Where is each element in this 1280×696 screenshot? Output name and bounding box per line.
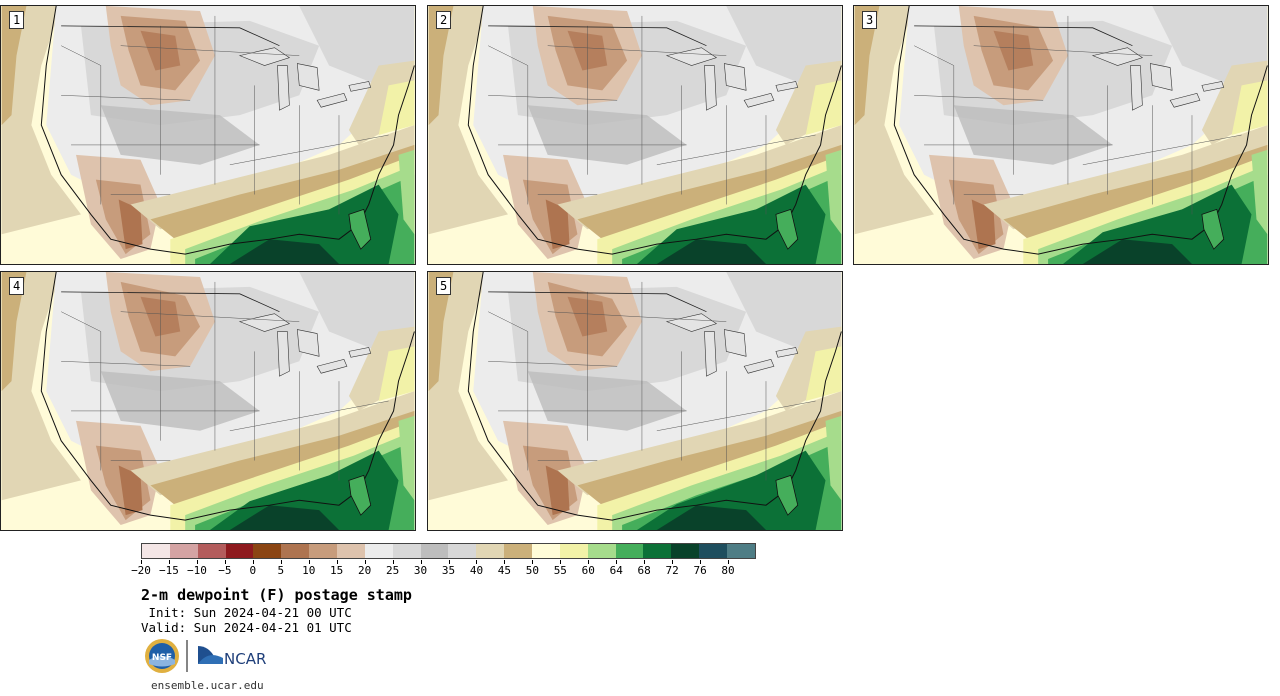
colorbar-tick-label: 80 <box>721 564 735 577</box>
stamp-panel-2: 2 <box>427 5 843 265</box>
colorbar-tick-label: 40 <box>469 564 484 577</box>
colorbar-swatch <box>420 544 449 558</box>
panel-number: 3 <box>862 11 878 29</box>
site-url: ensemble.ucar.edu <box>151 679 264 692</box>
colorbar-tick-label: 60 <box>581 564 595 577</box>
panel-number: 5 <box>436 277 452 295</box>
init-time: Init: Sun 2024-04-21 00 UTC <box>141 605 352 620</box>
colorbar-tick <box>336 560 338 564</box>
colorbar-tick <box>504 560 506 564</box>
colorbar-tick-label: −20 <box>131 564 151 577</box>
colorbar <box>141 543 756 559</box>
stamp-panel-4: 4 <box>0 271 416 531</box>
colorbar-tick-label: 50 <box>525 564 539 577</box>
colorbar-tick-label: 15 <box>330 564 344 577</box>
colorbar-swatch <box>448 544 477 558</box>
colorbar-swatch <box>364 544 393 558</box>
colorbar-tick <box>616 560 618 564</box>
stamp-panel-3: 3 <box>853 5 1269 265</box>
colorbar-tick-label: 25 <box>385 564 400 577</box>
colorbar-swatch <box>699 544 728 558</box>
colorbar-tick <box>224 560 226 564</box>
colorbar-swatch <box>281 544 310 558</box>
colorbar-swatch <box>504 544 533 558</box>
panel-number: 1 <box>9 11 25 29</box>
dewpoint-map <box>428 272 842 530</box>
colorbar-tick-label: 72 <box>665 564 679 577</box>
colorbar-tick <box>644 560 646 564</box>
colorbar-tick <box>308 560 310 564</box>
svg-text:NSF: NSF <box>152 653 172 663</box>
colorbar-swatch <box>309 544 338 558</box>
colorbar-swatch <box>532 544 560 558</box>
nsf-logo-icon: NSF <box>145 639 179 673</box>
colorbar-tick-label: 45 <box>497 564 512 577</box>
colorbar-tick-label: −5 <box>218 564 232 577</box>
dewpoint-map <box>428 6 842 264</box>
colorbar-swatch <box>392 544 421 558</box>
colorbar-tick-label: 0 <box>249 564 257 577</box>
colorbar-tick <box>364 560 366 564</box>
colorbar-ticks: −20 −15 −10 −5 0 5 10 15 20 25 30 35 40 45 50 55 60 64 68 7… <box>131 560 756 580</box>
colorbar-tick-label: 55 <box>553 564 567 577</box>
colorbar-swatch <box>142 544 170 558</box>
dewpoint-map <box>1 6 415 264</box>
colorbar-swatch <box>559 544 588 558</box>
colorbar-tick-label: 68 <box>637 564 651 577</box>
colorbar-tick <box>448 560 450 564</box>
colorbar-tick <box>196 560 198 564</box>
colorbar-tick <box>280 560 282 564</box>
colorbar-swatch <box>476 544 505 558</box>
colorbar-swatch <box>197 544 226 558</box>
colorbar-swatch <box>643 544 672 558</box>
colorbar-tick-label: 20 <box>358 564 372 577</box>
panel-number: 4 <box>9 277 25 295</box>
colorbar-tick <box>700 560 702 564</box>
colorbar-tick <box>252 560 254 564</box>
dewpoint-map <box>854 6 1268 264</box>
stamp-panel-1: 1 <box>0 5 416 265</box>
colorbar-tick-label: −10 <box>186 564 207 577</box>
colorbar-swatch <box>615 544 644 558</box>
logos: NSF NCAR <box>145 639 266 673</box>
colorbar-swatch <box>253 544 282 558</box>
colorbar-tick <box>728 560 730 564</box>
colorbar-tick-label: 35 <box>441 564 456 577</box>
colorbar-tick-label: 5 <box>277 564 285 577</box>
colorbar-swatch <box>587 544 616 558</box>
colorbar-swatch <box>671 544 700 558</box>
colorbar-swatch <box>169 544 198 558</box>
panel-number: 2 <box>436 11 452 29</box>
svg-text:NCAR: NCAR <box>224 650 266 668</box>
colorbar-tick-label: 64 <box>609 564 623 577</box>
colorbar-tick <box>560 560 562 564</box>
dewpoint-map <box>1 272 415 530</box>
colorbar-swatch <box>727 544 755 558</box>
colorbar-tick-label: 10 <box>302 564 316 577</box>
colorbar-tick <box>168 560 170 564</box>
colorbar-tick <box>588 560 590 564</box>
colorbar-tick <box>420 560 422 564</box>
stamp-panel-5: 5 <box>427 271 843 531</box>
valid-time: Valid: Sun 2024-04-21 01 UTC <box>141 620 352 635</box>
colorbar-swatch <box>337 544 365 558</box>
colorbar-swatch <box>225 544 254 558</box>
colorbar-tick-label: −15 <box>159 564 179 577</box>
ncar-logo-icon: NCAR <box>198 646 266 668</box>
colorbar-tick <box>532 560 534 564</box>
colorbar-tick-label: 30 <box>413 564 428 577</box>
colorbar-tick <box>392 560 394 564</box>
colorbar-tick <box>672 560 674 564</box>
plot-title: 2-m dewpoint (F) postage stamp <box>141 586 412 604</box>
colorbar-tick <box>141 560 142 564</box>
colorbar-tick-label: 76 <box>693 564 707 577</box>
colorbar-tick <box>476 560 478 564</box>
